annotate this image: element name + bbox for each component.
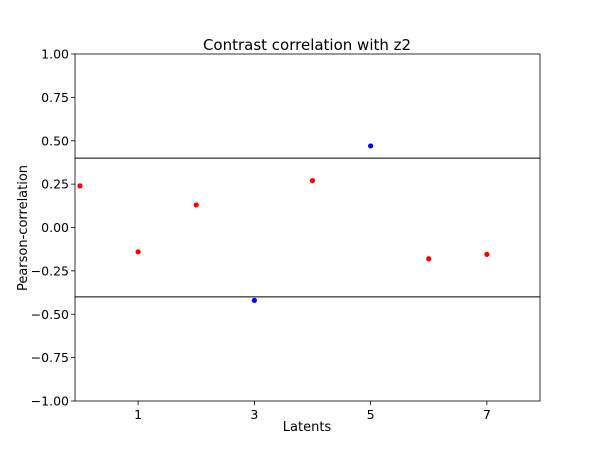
- x-axis-ticks: 1 3 5 7: [134, 401, 491, 422]
- y-tick-label-0: 1.00: [41, 47, 69, 62]
- data-point-7: [484, 251, 490, 257]
- x-axis-label: Latents: [283, 420, 332, 435]
- y-tick-label-6: −0.50: [31, 307, 69, 322]
- data-point-1: [135, 249, 141, 255]
- y-tick-label-2: 0.50: [41, 133, 69, 148]
- data-point-2: [193, 202, 199, 208]
- threshold-lines: [75, 157, 540, 298]
- x-tick-label-1: 3: [250, 407, 258, 422]
- y-tick-label-7: −0.75: [31, 350, 69, 365]
- data-points: [77, 143, 490, 303]
- y-tick-label-1: 0.75: [41, 90, 69, 105]
- data-point-0: [77, 183, 83, 189]
- x-tick-label-3: 7: [483, 407, 491, 422]
- x-tick-label-2: 5: [367, 407, 375, 422]
- data-point-3: [251, 297, 257, 303]
- x-tick-label-0: 1: [134, 407, 142, 422]
- plot-frame: [74, 53, 541, 402]
- plot-area: [75, 54, 540, 401]
- chart-title: Contrast correlation with z2: [203, 36, 411, 54]
- y-tick-label-4: 0.00: [41, 220, 69, 235]
- y-tick-label-8: −1.00: [31, 394, 69, 409]
- y-axis-ticks: 1.00 0.75 0.50 0.25 0.00 −0.25 −0.50 −0.75 −1.00: [31, 47, 75, 409]
- y-tick-label-3: 0.25: [41, 177, 69, 192]
- data-point-4: [309, 178, 316, 184]
- data-point-6: [426, 256, 432, 262]
- data-point-5: [368, 143, 374, 149]
- y-axis-label: Pearson-correlation: [16, 165, 31, 291]
- y-tick-label-5: −0.25: [31, 263, 69, 278]
